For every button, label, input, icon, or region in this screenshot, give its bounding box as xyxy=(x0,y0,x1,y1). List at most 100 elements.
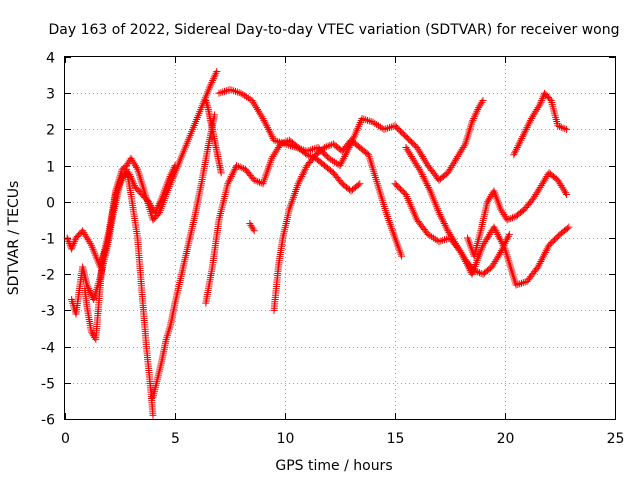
data-point xyxy=(453,154,461,162)
data-point xyxy=(492,227,500,235)
data-point xyxy=(515,140,523,148)
data-point xyxy=(354,181,362,189)
data-point xyxy=(472,109,480,117)
data-point xyxy=(413,162,421,170)
data-point xyxy=(501,212,509,220)
data-point xyxy=(219,88,227,96)
data-point xyxy=(70,239,78,247)
data-point xyxy=(342,151,349,159)
data-point xyxy=(249,225,257,233)
data-point xyxy=(246,220,254,228)
y-tick-label: -1 xyxy=(41,232,55,248)
data-point xyxy=(525,120,533,128)
data-point xyxy=(208,78,216,86)
data-point xyxy=(527,116,535,124)
data-point xyxy=(503,236,511,244)
data-point xyxy=(562,189,569,197)
data-point xyxy=(520,129,528,137)
data-point xyxy=(493,229,501,237)
data-point xyxy=(415,147,423,155)
data-point xyxy=(487,229,495,237)
data-point xyxy=(510,151,518,159)
data-point xyxy=(498,207,506,215)
data-point xyxy=(126,171,134,179)
data-point xyxy=(153,205,161,213)
data-point xyxy=(508,214,516,222)
y-tick-label: -5 xyxy=(41,377,55,393)
data-point xyxy=(414,163,422,171)
data-point xyxy=(559,124,567,132)
data-point xyxy=(442,223,450,231)
data-point xyxy=(65,238,73,246)
data-point xyxy=(456,149,464,157)
data-point xyxy=(268,154,276,162)
series-track-h xyxy=(202,136,364,307)
data-point xyxy=(441,221,449,229)
data-point xyxy=(495,232,503,240)
series-track-k xyxy=(391,180,573,289)
data-point xyxy=(250,176,258,184)
data-point xyxy=(274,144,282,151)
data-point xyxy=(554,122,562,130)
data-point xyxy=(539,254,547,262)
series-track-l xyxy=(464,169,571,260)
data-point xyxy=(424,182,432,190)
data-point xyxy=(514,142,522,150)
data-point xyxy=(412,160,420,168)
data-point xyxy=(500,243,508,251)
data-point xyxy=(460,254,468,262)
data-point xyxy=(127,154,135,162)
data-point xyxy=(265,125,272,133)
data-point xyxy=(488,263,496,271)
data-point xyxy=(493,254,501,262)
data-point xyxy=(435,209,443,217)
data-point xyxy=(79,227,87,235)
data-point xyxy=(267,131,275,139)
data-point xyxy=(469,116,477,124)
data-point xyxy=(154,203,162,211)
y-tick-label: 0 xyxy=(46,196,55,212)
data-point xyxy=(169,167,177,175)
data-point xyxy=(444,227,452,235)
y-tick-label: 3 xyxy=(46,87,55,103)
data-point xyxy=(496,236,504,244)
data-point xyxy=(228,171,236,179)
data-point xyxy=(211,71,219,79)
data-point xyxy=(464,263,472,271)
data-point xyxy=(446,165,454,173)
data-point xyxy=(246,95,254,103)
data-point xyxy=(417,169,425,177)
data-point xyxy=(428,233,436,241)
data-point xyxy=(83,281,91,289)
data-point xyxy=(561,125,569,133)
data-point xyxy=(206,82,214,90)
data-point xyxy=(84,236,92,244)
data-point xyxy=(439,216,447,224)
data-point xyxy=(471,111,479,119)
data-point xyxy=(226,174,234,182)
data-point xyxy=(473,107,481,115)
data-point xyxy=(425,185,433,193)
data-point xyxy=(468,118,476,126)
data-point xyxy=(82,232,90,240)
data-point xyxy=(554,176,562,184)
data-point xyxy=(151,209,159,217)
data-point xyxy=(445,229,453,237)
data-point xyxy=(271,149,279,157)
data-point xyxy=(541,176,549,184)
data-point xyxy=(483,234,491,242)
data-point xyxy=(530,194,538,202)
data-point xyxy=(322,143,330,151)
data-point xyxy=(419,153,426,161)
data-point xyxy=(411,158,419,166)
data-point xyxy=(556,180,564,188)
x-tick-label: 15 xyxy=(387,431,405,447)
data-point xyxy=(126,172,134,180)
data-point xyxy=(457,248,465,256)
data-point xyxy=(130,180,138,188)
data-point xyxy=(546,95,554,103)
data-point xyxy=(133,163,140,171)
data-point xyxy=(203,100,211,108)
x-tick-label: 10 xyxy=(277,431,295,447)
